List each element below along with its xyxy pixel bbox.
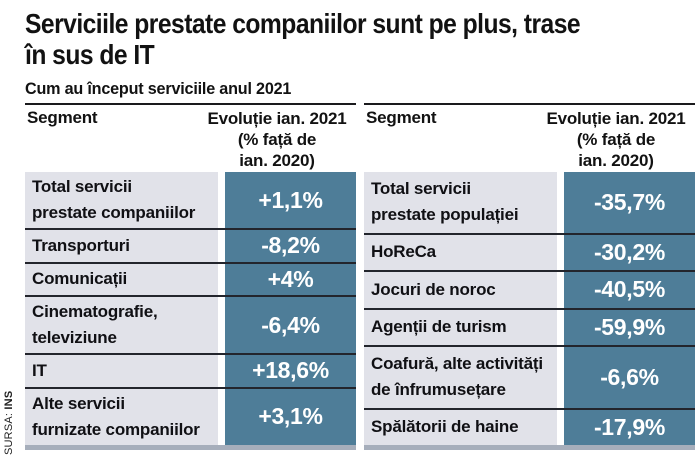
evolution-column-header: Evoluție ian. 2021 (% față de ian. 2020) — [537, 108, 695, 172]
segment-column-header: Segment — [27, 108, 98, 127]
table-row: Agenții de turism -59,9% — [364, 307, 695, 345]
evolution-header-line-2: (% față de — [576, 130, 656, 149]
segment-label: Coafură, alte activități de înfrumusețare — [364, 347, 557, 408]
source-prefix: SURSA: — [3, 412, 15, 455]
source-name: INS — [3, 390, 15, 410]
population-services-table: Segment Evoluție ian. 2021 (% față de ia… — [364, 103, 695, 450]
page-title-line-1: Serviciile prestate companiilor sunt pe … — [25, 8, 581, 39]
segment-label: Alte servicii furnizate companiilor — [25, 388, 218, 445]
segment-label: Cinematografie, televiziune — [25, 296, 218, 354]
evolution-header-line-1: Evoluție ian. 2021 — [546, 109, 686, 128]
table-body: Total servicii prestate companiilor +1,1% T… — [25, 172, 356, 445]
table-row: IT +18,6% — [25, 353, 356, 387]
tables-container: Segment Evoluție ian. 2021 (% față de ia… — [25, 103, 695, 450]
table-row: Transporturi -8,2% — [25, 228, 356, 262]
evolution-value: -30,2% — [564, 234, 695, 270]
evolution-value: -40,5% — [564, 272, 695, 308]
segment-label: Comunicații — [25, 263, 218, 295]
page-title: Serviciile prestate companiilor sunt pe … — [25, 8, 615, 70]
segment-label: IT — [25, 355, 218, 387]
evolution-value: -35,7% — [564, 172, 695, 233]
table-row: Alte servicii furnizate companiilor +3,1% — [25, 386, 356, 445]
evolution-value: -6,6% — [564, 347, 695, 408]
table-row: Total servicii prestate populației -35,7% — [364, 172, 695, 233]
table-row: Cinematografie, televiziune -6,4% — [25, 294, 356, 354]
segment-label: Transporturi — [25, 230, 218, 262]
table-row: Jocuri de noroc -40,5% — [364, 270, 695, 308]
evolution-header-line-2: (% față de — [237, 130, 317, 149]
table-row: Comunicații +4% — [25, 261, 356, 295]
table-row: Spălătorii de haine -17,9% — [364, 407, 695, 445]
evolution-value: +18,6% — [225, 355, 356, 387]
evolution-column-header: Evoluție ian. 2021 (% față de ian. 2020) — [198, 108, 356, 172]
evolution-header-line-1: Evoluție ian. 2021 — [207, 109, 347, 128]
segment-label: Total servicii prestate companiilor — [25, 172, 218, 229]
evolution-value: -8,2% — [225, 230, 356, 262]
table-row: Total servicii prestate companiilor +1,1% — [25, 172, 356, 229]
segment-column-header: Segment — [366, 108, 437, 127]
table-row: Coafură, alte activități de înfrumusețare… — [364, 345, 695, 408]
segment-label: HoReCa — [364, 234, 557, 270]
evolution-value: -17,9% — [564, 409, 695, 445]
evolution-value: +4% — [225, 263, 356, 295]
evolution-value: -59,9% — [564, 309, 695, 345]
evolution-value: -6,4% — [225, 296, 356, 354]
table-header: Segment Evoluție ian. 2021 (% față de ia… — [25, 105, 356, 172]
evolution-header-line-3: ian. 2020) — [578, 151, 654, 170]
table-body: Total servicii prestate populației -35,7% H… — [364, 172, 695, 445]
table-header: Segment Evoluție ian. 2021 (% față de ia… — [364, 105, 695, 172]
table-row: HoReCa -30,2% — [364, 232, 695, 270]
source-credit: SURSA: INS — [3, 391, 15, 455]
chart-subtitle: Cum au început serviciile anul 2021 — [25, 79, 292, 98]
segment-label: Agenții de turism — [364, 309, 557, 345]
segment-label: Spălătorii de haine — [364, 409, 557, 445]
evolution-value: +3,1% — [225, 388, 356, 445]
page-title-line-2: în sus de IT — [25, 39, 155, 70]
companies-services-table: Segment Evoluție ian. 2021 (% față de ia… — [25, 103, 356, 450]
segment-label: Total servicii prestate populației — [364, 172, 557, 233]
evolution-value: +1,1% — [225, 172, 356, 229]
segment-label: Jocuri de noroc — [364, 272, 557, 308]
evolution-header-line-3: ian. 2020) — [239, 151, 315, 170]
